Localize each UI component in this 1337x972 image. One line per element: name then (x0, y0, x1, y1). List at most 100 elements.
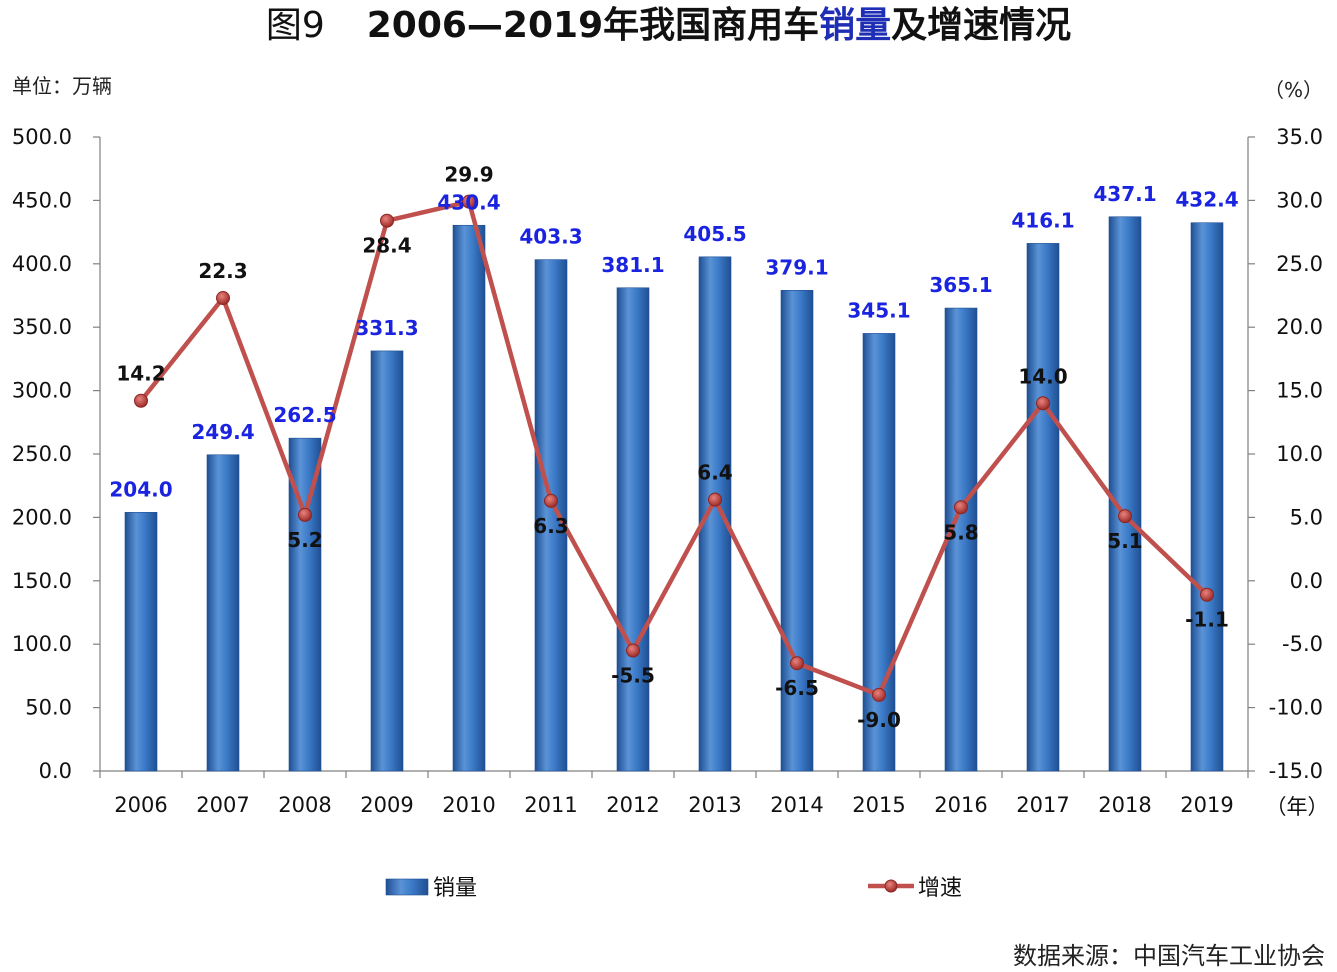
growth-value-label: 6.3 (533, 514, 568, 538)
growth-value-label: 5.2 (287, 528, 322, 552)
line-point (462, 194, 476, 209)
bar-value-label: 365.1 (929, 273, 992, 297)
legend-bar-swatch (385, 878, 429, 896)
bar-value-label: 405.5 (683, 222, 746, 246)
x-tick-label: 2018 (1098, 793, 1151, 817)
x-tick-label: 2010 (442, 793, 495, 817)
bar (1190, 222, 1224, 772)
growth-value-label: 6.4 (697, 461, 732, 485)
line-point (216, 291, 230, 306)
right-tick-label: -15.0 (1269, 759, 1323, 783)
bar (862, 333, 896, 772)
bar-series (124, 216, 1224, 772)
x-tick-label: 2019 (1180, 793, 1233, 817)
bar (124, 512, 158, 772)
line-point (626, 643, 640, 658)
bar-value-label: 432.4 (1175, 188, 1238, 212)
bar-value-label: 249.4 (191, 420, 254, 444)
growth-value-label: 14.0 (1018, 364, 1067, 388)
x-tick-label: 2011 (524, 793, 577, 817)
growth-value-label: 5.8 (943, 520, 978, 544)
x-axis-unit: （年） (1266, 795, 1329, 819)
growth-value-label: 22.3 (198, 259, 247, 283)
x-tick-label: 2012 (606, 793, 659, 817)
title-accent: 销量 (819, 5, 892, 46)
left-tick-label: 500.0 (12, 125, 72, 149)
left-tick-label: 250.0 (12, 442, 72, 466)
legend: 销量 增速 (385, 876, 962, 901)
right-tick-label: -10.0 (1269, 696, 1323, 720)
bar (698, 256, 732, 772)
growth-value-label: -9.0 (857, 708, 901, 732)
bar-value-label: 262.5 (273, 403, 336, 427)
bar-value-label: 437.1 (1093, 182, 1156, 206)
line-series (134, 194, 1214, 702)
growth-value-label: 14.2 (116, 362, 165, 386)
bar-value-label: 345.1 (847, 298, 910, 322)
line-point (1118, 509, 1132, 524)
x-tick-label: 2009 (360, 793, 413, 817)
x-tick-label: 2006 (114, 793, 167, 817)
right-tick-label: 25.0 (1276, 252, 1323, 276)
bar (616, 287, 650, 772)
left-tick-label: 0.0 (39, 759, 72, 783)
bar-value-label: 430.4 (437, 190, 500, 214)
bar (1026, 243, 1060, 772)
bar-value-label: 403.3 (519, 225, 582, 249)
left-tick-label: 450.0 (12, 188, 72, 212)
legend-bar-label: 销量 (433, 876, 477, 901)
right-tick-label: 0.0 (1290, 569, 1323, 593)
right-tick-label: 20.0 (1276, 315, 1323, 339)
right-tick-label: 35.0 (1276, 125, 1323, 149)
line-point (134, 393, 148, 408)
right-tick-label: 5.0 (1290, 505, 1323, 529)
left-tick-label: 400.0 (12, 252, 72, 276)
x-tick-label: 2016 (934, 793, 987, 817)
line-point (380, 213, 394, 228)
x-tick-label: 2015 (852, 793, 905, 817)
x-tick-label: 2007 (196, 793, 249, 817)
bar (288, 437, 322, 772)
legend-line-marker (884, 879, 898, 893)
data-source: 数据来源：中国汽车工业协会 (1013, 942, 1325, 970)
bar (1108, 216, 1142, 772)
axes: 0.0 50.0 100.0 150.0 200.0 250.0 300.0 350.0 400… (12, 125, 1329, 819)
x-tick-label: 2013 (688, 793, 741, 817)
bar-value-label: 381.1 (601, 253, 664, 277)
chart-title: 图9 2006—2019年我国商用车销量及增速情况 (0, 2, 1337, 50)
bar (534, 259, 568, 772)
x-tick-label: 2008 (278, 793, 331, 817)
growth-value-label: 5.1 (1107, 529, 1142, 553)
title-part2: 及增速情况 (891, 5, 1072, 46)
title-part1: 2006—2019年我国商用车 (366, 5, 820, 46)
growth-value-label: -6.5 (775, 676, 819, 700)
line-point (708, 492, 722, 507)
bar-value-label: 416.1 (1011, 208, 1074, 232)
line-point (872, 687, 886, 702)
line-point (544, 493, 558, 508)
left-tick-label: 350.0 (12, 315, 72, 339)
left-tick-label: 100.0 (12, 632, 72, 656)
figure-label: 图9 (265, 5, 325, 46)
right-tick-label: 30.0 (1276, 188, 1323, 212)
bar (780, 290, 814, 772)
data-labels: 204.0 249.4 262.5 331.3 430.4 403.3 381.1 405.5… (109, 163, 1238, 732)
line-point (298, 507, 312, 522)
legend-line-label: 增速 (918, 876, 962, 901)
bar (944, 307, 978, 772)
left-tick-label: 50.0 (25, 696, 72, 720)
growth-value-label: 28.4 (362, 234, 411, 258)
growth-value-label: 29.9 (444, 163, 493, 187)
bar (452, 224, 486, 772)
line-point (1036, 396, 1050, 411)
bar-value-label: 331.3 (355, 316, 418, 340)
right-tick-label: 10.0 (1276, 442, 1323, 466)
growth-value-label: -1.1 (1185, 608, 1229, 632)
right-tick-label: 15.0 (1276, 379, 1323, 403)
left-tick-label: 300.0 (12, 379, 72, 403)
growth-value-label: -5.5 (611, 664, 655, 688)
left-tick-label: 150.0 (12, 569, 72, 593)
right-tick-label: -5.0 (1282, 632, 1323, 656)
bar-value-label: 379.1 (765, 255, 828, 279)
